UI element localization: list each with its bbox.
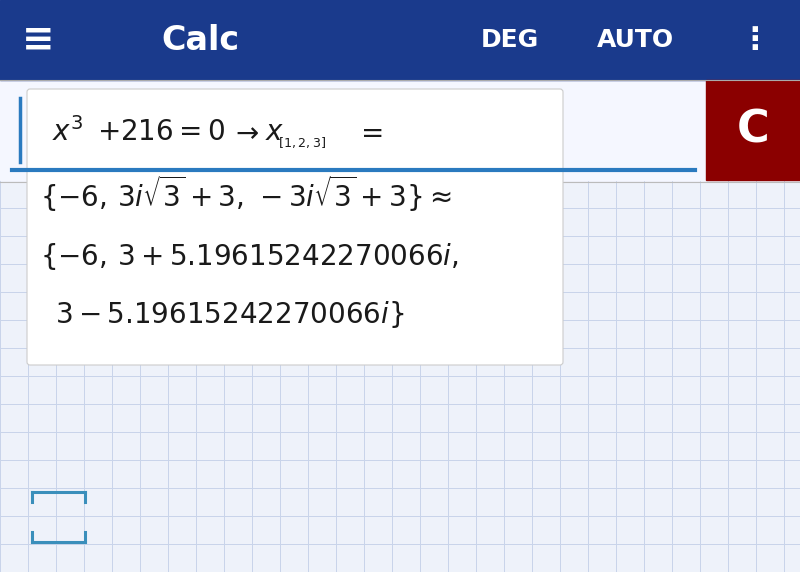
Bar (706, 80, 800, 180)
Text: $_{[1,2,3]}$: $_{[1,2,3]}$ (278, 132, 326, 150)
Text: $x$: $x$ (265, 118, 284, 146)
Text: $3-5.19615242270066i\}$: $3-5.19615242270066i\}$ (55, 299, 404, 329)
Text: $\{-6,\,3i\sqrt{3}+3,\,-3i\sqrt{3}+3\}\approx$: $\{-6,\,3i\sqrt{3}+3,\,-3i\sqrt{3}+3\}\a… (40, 174, 452, 214)
Text: C: C (737, 109, 770, 152)
FancyBboxPatch shape (27, 89, 563, 365)
Text: $=$: $=$ (355, 118, 382, 146)
Bar (0, 80, 706, 180)
Text: $x^3$: $x^3$ (52, 117, 83, 147)
Text: $\{-6,\,3+5.19615242270066i,$: $\{-6,\,3+5.19615242270066i,$ (40, 240, 458, 272)
Bar (0, 0, 800, 80)
Text: AUTO: AUTO (597, 28, 674, 52)
Text: $\rightarrow$: $\rightarrow$ (230, 118, 259, 146)
Text: ≡: ≡ (22, 21, 54, 59)
Text: $+ 216 = 0$: $+ 216 = 0$ (97, 118, 225, 146)
Text: DEG: DEG (481, 28, 539, 52)
Text: Calc: Calc (161, 23, 239, 57)
Text: ⋮: ⋮ (740, 26, 770, 54)
